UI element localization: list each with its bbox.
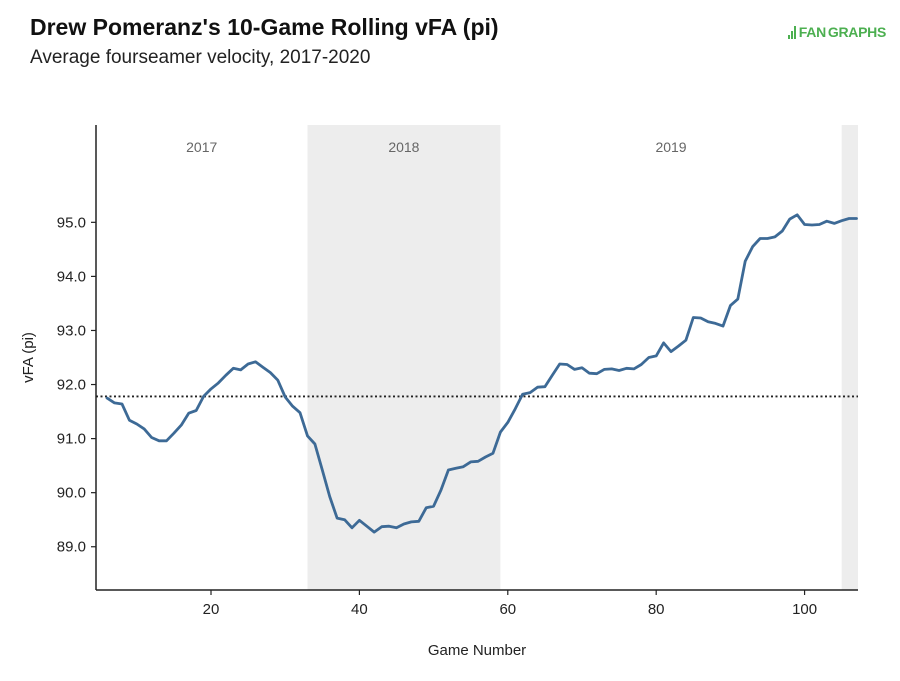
x-tick-label: 20 <box>203 601 220 618</box>
season-band-partial <box>841 125 858 590</box>
logo-fan-text: FAN <box>798 24 826 40</box>
x-tick-label: 40 <box>351 601 368 618</box>
season-label-2018: 2018 <box>388 139 419 155</box>
fangraphs-logo[interactable]: FAN GRAPHS <box>787 24 886 40</box>
x-tick-label: 100 <box>792 601 817 618</box>
season-label-2017: 2017 <box>186 139 217 155</box>
chart-subtitle: Average fourseamer velocity, 2017-2020 <box>30 47 371 68</box>
season-band-2018 <box>307 125 501 590</box>
chart-title: Drew Pomeranz's 10-Game Rolling vFA (pi) <box>30 14 499 40</box>
x-axis-label: Game Number <box>428 642 526 659</box>
y-tick-label: 90.0 <box>57 485 86 502</box>
x-tick-label: 60 <box>499 601 516 618</box>
y-tick-label: 95.0 <box>57 214 86 231</box>
logo-graphs-text: GRAPHS <box>827 24 886 40</box>
y-tick-label: 93.0 <box>57 322 86 339</box>
x-tick-label: 80 <box>648 601 665 618</box>
season-label-2019: 2019 <box>655 139 686 155</box>
y-tick-label: 91.0 <box>57 431 86 448</box>
series-line <box>105 213 858 534</box>
y-tick-label: 94.0 <box>57 268 86 285</box>
y-tick-label: 92.0 <box>57 377 86 394</box>
y-axis-label: vFA (pi) <box>20 332 37 383</box>
y-tick-label: 89.0 <box>57 539 86 556</box>
bar-chart-icon <box>787 25 796 39</box>
